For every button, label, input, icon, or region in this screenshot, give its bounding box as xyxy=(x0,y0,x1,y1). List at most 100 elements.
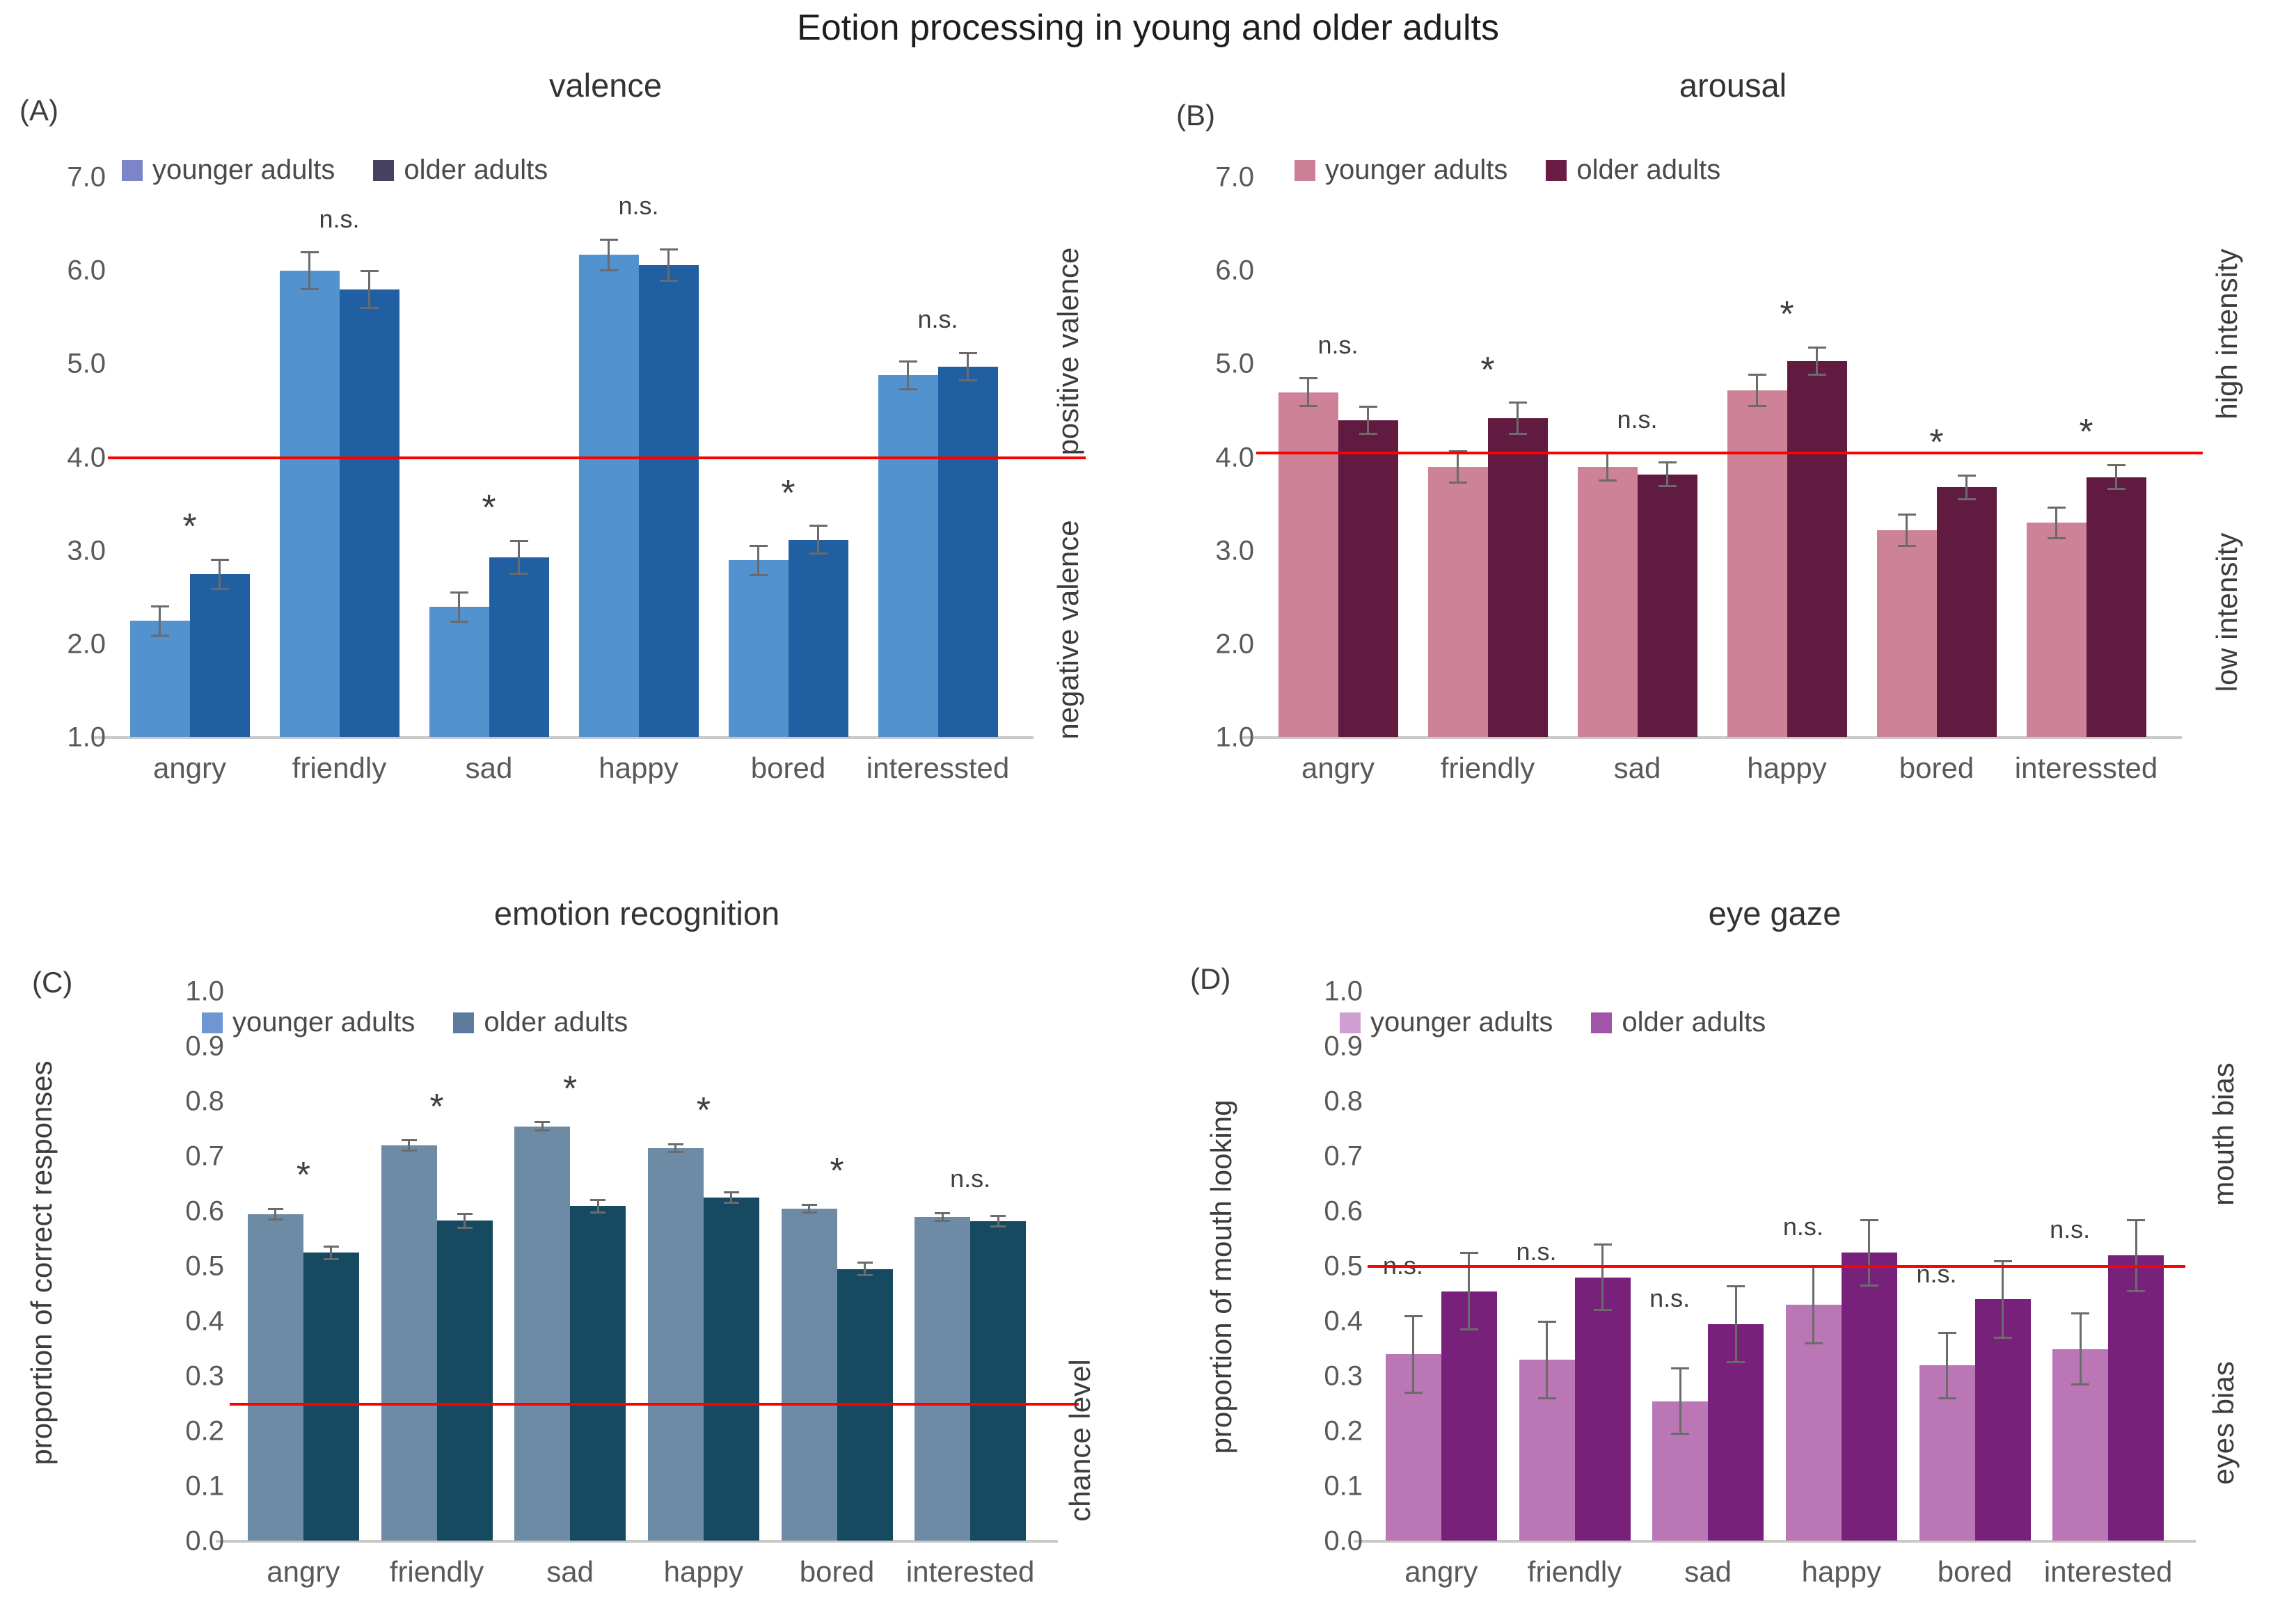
error-bar-cap xyxy=(1593,1309,1612,1312)
error-bar xyxy=(1457,451,1459,483)
legend-item-older: older adults xyxy=(1546,154,1720,186)
error-bar xyxy=(1546,1321,1548,1399)
y-tick-label: 0.6 xyxy=(1324,1195,1363,1227)
error-bar-cap xyxy=(457,1226,473,1229)
y-tick-label: 0.2 xyxy=(185,1415,224,1447)
bar-younger-interested xyxy=(915,1216,971,1541)
error-bar xyxy=(1756,374,1758,406)
x-category-label: happy xyxy=(1801,1555,1882,1588)
error-bar xyxy=(808,1204,810,1214)
error-bar xyxy=(608,239,610,271)
y-tick-label: 6.0 xyxy=(67,255,106,286)
bar-older-friendly xyxy=(436,1221,493,1541)
error-bar-cap xyxy=(1671,1367,1690,1370)
error-bar-cap xyxy=(267,1218,283,1221)
error-bar xyxy=(308,252,310,289)
error-bar-cap xyxy=(1671,1432,1690,1435)
error-bar xyxy=(1606,452,1608,482)
error-bar-cap xyxy=(809,552,828,555)
error-bar-cap xyxy=(2047,506,2066,509)
panel-title-eye-gaze: eye gaze xyxy=(1708,895,1842,932)
side-label-eyes-bias: eyes bias xyxy=(2207,1361,2240,1485)
significance-label: * xyxy=(429,1086,444,1127)
y-tick-label: 0.8 xyxy=(1324,1086,1363,1117)
plot-area-arousal: 7.0 6.0 5.0 4.0 3.0 2.0 1.0 n.s. angry * friendly n… xyxy=(1215,162,2203,784)
bar-older-happy xyxy=(1787,361,1847,737)
bar-older-sad xyxy=(1637,474,1697,737)
error-bar xyxy=(159,605,161,636)
y-tick-label: 1.0 xyxy=(67,722,106,753)
error-bar-cap xyxy=(2107,488,2125,491)
y-tick-label: 2.0 xyxy=(67,628,106,660)
bar-younger-angry xyxy=(129,621,190,737)
error-bar-cap xyxy=(509,539,528,542)
significance-label: * xyxy=(296,1155,310,1196)
error-bar xyxy=(1734,1285,1737,1363)
error-bar xyxy=(1946,1332,1948,1399)
y-tick-label: 0.0 xyxy=(1324,1525,1363,1557)
x-axis-line xyxy=(216,1540,1058,1543)
error-bar-cap xyxy=(667,1143,683,1145)
error-bar-cap xyxy=(590,1198,606,1201)
error-bar xyxy=(596,1199,599,1213)
panel-title-valence: valence xyxy=(549,67,662,104)
bar-younger-sad xyxy=(514,1126,571,1541)
error-bar xyxy=(541,1122,544,1131)
significance-label: n.s. xyxy=(950,1163,991,1193)
error-bar-cap xyxy=(323,1245,339,1248)
x-category-label: angry xyxy=(1404,1555,1478,1588)
y-tick-label: 0.4 xyxy=(1324,1305,1363,1337)
error-bar-cap xyxy=(457,1213,473,1216)
error-bar xyxy=(1307,378,1309,406)
legend-a: younger adults older adults xyxy=(122,154,548,186)
x-category-label: friendly xyxy=(1440,752,1535,784)
error-bar-cap xyxy=(1508,432,1527,435)
error-bar-cap xyxy=(958,379,977,382)
error-bar-cap xyxy=(401,1139,417,1142)
legend-item-younger: younger adults xyxy=(1340,1007,1553,1038)
y-tick-label: 0.1 xyxy=(185,1470,224,1502)
legend-label-younger: younger adults xyxy=(152,154,335,185)
significance-label: * xyxy=(781,472,795,514)
error-bar-cap xyxy=(809,525,828,527)
error-bar xyxy=(1816,347,1818,376)
significance-label: n.s. xyxy=(1782,1212,1823,1241)
significance-label: * xyxy=(830,1151,844,1192)
y-tick-label: 3.0 xyxy=(1215,535,1254,566)
y-tick-label: 0.2 xyxy=(1324,1415,1363,1447)
panel-label-b: (B) xyxy=(1176,99,1215,132)
significance-label: * xyxy=(1480,349,1495,390)
error-bar-cap xyxy=(590,1211,606,1214)
x-category-label: bored xyxy=(799,1555,875,1588)
bar-younger-friendly xyxy=(279,271,340,737)
y-tick-label: 7.0 xyxy=(67,161,106,193)
reference-line xyxy=(230,1402,1079,1406)
reference-line xyxy=(108,456,1086,459)
error-bar xyxy=(2115,465,2117,490)
plot-area-eye-gaze: 1.0 0.9 0.8 0.7 0.6 0.5 0.4 0.3 0.2 0.1 0.0 n.s. ang… xyxy=(1324,976,2196,1588)
significance-label: n.s. xyxy=(1516,1237,1557,1266)
error-bar-cap xyxy=(1897,514,1916,516)
error-bar xyxy=(464,1214,466,1228)
legend-swatch-younger xyxy=(122,159,143,181)
significance-label: n.s. xyxy=(1617,404,1658,434)
error-bar-cap xyxy=(210,558,229,561)
error-bar-cap xyxy=(1448,481,1467,484)
error-bar-cap xyxy=(535,1129,551,1131)
error-bar-cap xyxy=(1448,450,1467,453)
bar-younger-interessted xyxy=(2026,523,2087,737)
legend-item-older: older adults xyxy=(373,154,548,186)
error-bar-cap xyxy=(958,352,977,355)
error-bar xyxy=(518,540,520,575)
bar-younger-bored xyxy=(728,560,789,737)
bar-older-interested xyxy=(970,1221,1027,1541)
y-tick-label: 0.1 xyxy=(1324,1470,1363,1502)
error-bar-cap xyxy=(210,587,229,590)
significance-label: * xyxy=(182,506,197,547)
bar-older-interested xyxy=(2108,1255,2164,1541)
bar-younger-friendly xyxy=(1427,466,1488,737)
error-bar-cap xyxy=(323,1257,339,1260)
bar-older-friendly xyxy=(1574,1277,1631,1541)
error-bar-cap xyxy=(749,573,768,576)
